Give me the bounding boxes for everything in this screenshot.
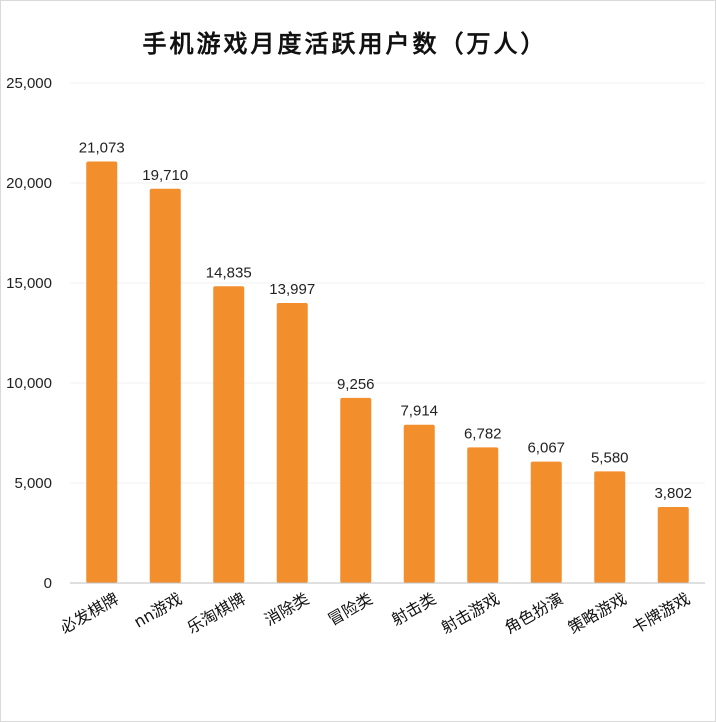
bar (340, 397, 372, 583)
y-axis: 0 5,000 10,000 15,000 20,000 25,000 (6, 75, 52, 592)
data-label: 21,073 (79, 140, 125, 157)
data-label: 6,067 (527, 440, 565, 457)
data-label: 6,782 (464, 425, 502, 442)
chart-title: 手机游戏月度活跃用户数（万人） (143, 29, 548, 58)
bar (657, 506, 689, 583)
bar (86, 161, 118, 584)
bar (530, 461, 562, 583)
data-label: 7,914 (400, 403, 438, 420)
y-tick-label: 15,000 (6, 275, 52, 292)
data-label: 3,802 (654, 485, 692, 502)
bar (276, 303, 308, 583)
y-tick-label: 25,000 (6, 75, 52, 92)
data-label: 13,997 (269, 281, 315, 298)
data-label: 5,580 (591, 449, 629, 466)
bar (213, 286, 245, 583)
y-tick-label: 0 (44, 575, 52, 592)
data-label: 19,710 (142, 167, 188, 184)
data-labels: 21,073 19,710 14,835 13,997 9,256 7,914 6,782 6… (79, 140, 692, 502)
bar (467, 447, 499, 583)
y-tick-label: 10,000 (6, 375, 52, 392)
data-label: 14,835 (206, 264, 252, 281)
data-label: 9,256 (337, 376, 375, 393)
bars (86, 161, 689, 584)
bar (149, 188, 181, 584)
y-tick-label: 20,000 (6, 175, 52, 192)
bar (594, 471, 626, 583)
bar (403, 424, 435, 583)
y-tick-label: 5,000 (14, 475, 52, 492)
